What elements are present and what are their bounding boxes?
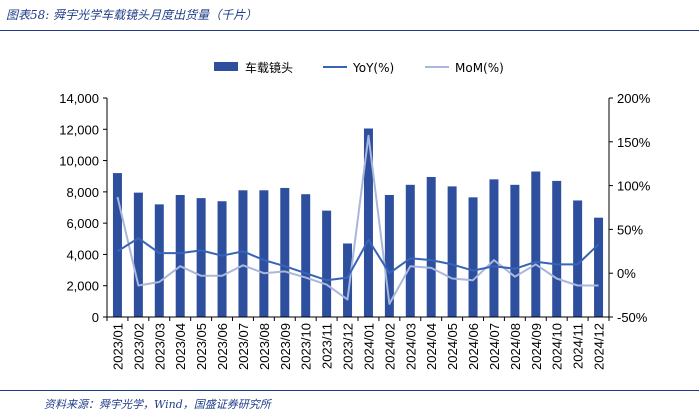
x-tick-label: 2023/08	[257, 323, 272, 370]
x-tick-label: 2023/01	[110, 323, 125, 370]
bar-2023/03	[154, 204, 164, 317]
bar-2024/01	[363, 128, 373, 317]
source-rule	[0, 390, 699, 391]
bar-2023/05	[196, 198, 206, 317]
mom-line	[116, 134, 599, 305]
x-tick-label: 2024/06	[466, 323, 481, 370]
bar-2024/11	[573, 200, 583, 317]
bar-2024/07	[489, 179, 499, 317]
x-tick-label: 2023/11	[320, 323, 335, 369]
source-note: 资料来源：舜宇光学，Wind，国盛证券研究所	[44, 398, 271, 411]
bar-2024/08	[510, 184, 520, 317]
y-left-tick-label: 6,000	[66, 216, 99, 231]
x-tick-label: 2023/06	[215, 323, 230, 370]
y-right-tick-label: 100%	[617, 179, 651, 194]
bar-2024/12	[594, 217, 604, 317]
x-tick-label: 2024/12	[592, 323, 607, 370]
bar-2024/09	[531, 171, 541, 317]
x-tick-label: 2024/04	[424, 323, 439, 370]
bar-2024/05	[447, 186, 457, 317]
y-left-tick-label: 12,000	[59, 122, 99, 137]
y-right-tick-label: 200%	[617, 91, 651, 106]
x-tick-label: 2023/03	[152, 323, 167, 370]
y-left-tick-label: 2,000	[66, 279, 99, 294]
x-tick-label: 2024/08	[508, 323, 523, 370]
bar-2023/08	[259, 190, 269, 317]
x-tick-label: 2024/10	[550, 323, 565, 370]
y-left-tick-label: 0	[92, 310, 99, 325]
yoy-line	[116, 237, 600, 282]
legend: 车载镜头 YoY(%) MoM(%)	[214, 60, 504, 75]
y-left-tick-label: 8,000	[66, 185, 99, 200]
chart-title: 图表58: 舜宇光学车载镜头月度出货量（千片）	[6, 8, 258, 22]
x-tick-label: 2023/04	[173, 323, 188, 370]
bar-2024/06	[468, 197, 478, 317]
y-right-tick-label: -50%	[617, 310, 648, 325]
x-tick-label: 2023/10	[299, 323, 314, 370]
y-left-tick-label: 4,000	[66, 247, 99, 262]
bar-2023/01	[112, 173, 122, 317]
bar-2024/02	[384, 194, 394, 317]
bar-series	[112, 128, 604, 317]
y-left-tick-label: 10,000	[59, 154, 99, 169]
bar-2023/09	[280, 187, 290, 317]
bar-2024/10	[552, 180, 562, 317]
y-right-tick-label: 0%	[617, 266, 636, 281]
x-tick-label: 2024/02	[382, 323, 397, 370]
title-rule	[0, 30, 699, 31]
line-series	[116, 134, 600, 305]
x-tick-label: 2023/12	[341, 323, 356, 370]
bar-2023/06	[217, 201, 227, 317]
x-tick-label: 2023/07	[236, 323, 251, 370]
legend-label-yoy: YoY(%)	[352, 61, 394, 75]
bar-2023/11	[322, 210, 332, 317]
x-tick-label: 2024/03	[403, 323, 418, 370]
x-tick-label: 2024/05	[445, 323, 460, 370]
bar-2023/02	[133, 192, 143, 317]
y-right-tick-label: 50%	[617, 222, 643, 237]
bar-2024/04	[426, 176, 436, 317]
x-tick-label: 2023/02	[131, 323, 146, 370]
x-tick-label: 2023/09	[278, 323, 293, 370]
bar-2024/03	[405, 184, 415, 317]
x-tick-label: 2023/05	[194, 323, 209, 370]
legend-label-mom: MoM(%)	[455, 61, 504, 75]
y-right-tick-label: 150%	[617, 135, 651, 150]
axes: 0 2,000 4,000 6,000 8,000 10,000 12,000 14,000 -…	[59, 91, 650, 370]
bar-2023/12	[343, 243, 353, 317]
y-left-tick-label: 14,000	[59, 91, 99, 106]
legend-label-bar: 车载镜头	[245, 60, 293, 75]
bar-2023/04	[175, 194, 185, 317]
x-tick-label: 2024/11	[571, 323, 586, 369]
legend-swatch-bar	[214, 62, 238, 71]
x-tick-label: 2024/01	[361, 323, 376, 370]
bar-2023/07	[238, 190, 248, 317]
x-tick-label: 2024/07	[487, 323, 502, 370]
bar-2023/10	[301, 194, 311, 317]
x-tick-label: 2024/09	[529, 323, 544, 370]
